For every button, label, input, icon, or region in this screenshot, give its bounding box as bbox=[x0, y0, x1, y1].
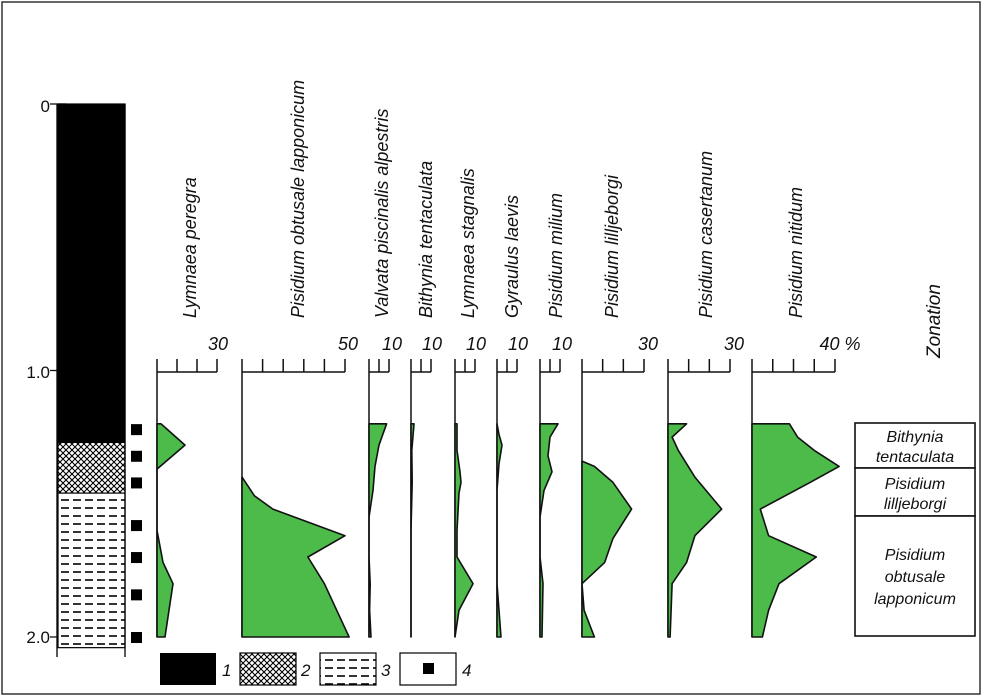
legend-label-4: 4 bbox=[462, 661, 471, 680]
taxon-name-0: Lymnaea peregra bbox=[180, 177, 200, 318]
panel-8 bbox=[667, 359, 731, 638]
zone-box-1 bbox=[854, 467, 976, 517]
taxon-names: Lymnaea peregra Pisidium obtusale lappon… bbox=[180, 80, 945, 359]
zone-2-line-0: Pisidium bbox=[885, 547, 945, 564]
zone-1-line-0: Pisidium bbox=[885, 476, 945, 493]
zone-0-line-0: Bithynia bbox=[887, 429, 944, 446]
depth-tick-labels: 0 1.0 2.0 bbox=[26, 97, 50, 647]
legend-label-1: 1 bbox=[222, 661, 231, 680]
sample-marker bbox=[131, 424, 142, 436]
taxon-name-4: Lymnaea stagnalis bbox=[458, 168, 478, 318]
sample-markers bbox=[131, 424, 142, 643]
taxon-area bbox=[241, 476, 350, 638]
panel-9 bbox=[751, 359, 840, 638]
taxon-panels bbox=[156, 359, 840, 638]
taxon-name-8: Pisidium casertanum bbox=[696, 151, 716, 318]
zonation: Bithynia tentaculata Pisidium lilljeborg… bbox=[854, 422, 976, 637]
max-label-3: 10 bbox=[422, 334, 442, 354]
panel-5 bbox=[496, 359, 518, 638]
lithology-unit-3 bbox=[57, 492, 126, 649]
zone-2-line-2: lapponicum bbox=[874, 591, 956, 608]
max-label-6: 10 bbox=[552, 334, 572, 354]
taxon-area bbox=[581, 460, 633, 638]
legend-swatch-1 bbox=[160, 653, 216, 685]
legend-label-3: 3 bbox=[381, 661, 391, 680]
max-label-0: 30 bbox=[208, 334, 228, 354]
max-label-4: 10 bbox=[466, 334, 486, 354]
max-label-9: 40 % bbox=[819, 334, 860, 354]
panel-1 bbox=[241, 359, 350, 638]
panel-6 bbox=[539, 359, 561, 638]
panel-3 bbox=[410, 359, 432, 638]
taxon-name-1: Pisidium obtusale lapponicum bbox=[288, 80, 308, 318]
legend: 1 2 3 4 bbox=[160, 652, 471, 686]
taxon-name-7: Pisidium lilljeborgi bbox=[602, 174, 622, 318]
taxon-area bbox=[539, 422, 559, 638]
zonation-title: Zonation bbox=[924, 284, 945, 359]
sample-marker bbox=[131, 589, 142, 601]
lithology-unit-1 bbox=[57, 103, 126, 444]
taxon-area bbox=[156, 422, 186, 638]
sample-marker bbox=[131, 450, 142, 462]
sample-marker bbox=[131, 477, 142, 489]
taxon-name-3: Bithynia tentaculata bbox=[416, 161, 436, 318]
panel-0 bbox=[156, 359, 218, 638]
max-label-8: 30 bbox=[724, 334, 744, 354]
legend-sample-square bbox=[423, 663, 434, 674]
zone-2-line-1: obtusale bbox=[885, 569, 946, 586]
taxon-area bbox=[496, 422, 503, 638]
axis-max-labels: 30 50 10 10 10 10 10 30 30 40 % bbox=[208, 334, 861, 354]
panel-4 bbox=[454, 359, 476, 638]
zone-1-line-1: lilljeborgi bbox=[884, 496, 947, 513]
sample-marker bbox=[131, 552, 142, 564]
taxon-name-6: Pisidium milium bbox=[546, 193, 566, 318]
max-label-1: 50 bbox=[338, 334, 358, 354]
taxon-area bbox=[751, 422, 840, 638]
legend-swatch-3 bbox=[319, 652, 377, 686]
max-label-5: 10 bbox=[508, 334, 528, 354]
max-label-2: 10 bbox=[382, 334, 402, 354]
zone-box-2 bbox=[854, 515, 976, 637]
taxon-name-2: Valvata piscinalis alpestris bbox=[372, 109, 392, 318]
sample-marker bbox=[131, 520, 142, 532]
taxon-area bbox=[368, 422, 388, 638]
taxon-name-9: Pisidium nitidum bbox=[786, 187, 806, 318]
depth-tick-label-1: 1.0 bbox=[26, 363, 50, 382]
taxon-area bbox=[410, 422, 415, 638]
lithology-unit-2 bbox=[57, 441, 126, 494]
taxon-area bbox=[667, 422, 723, 638]
panel-2 bbox=[368, 359, 390, 638]
taxon-name-5: Gyraulus laevis bbox=[502, 195, 522, 318]
taxon-area bbox=[454, 422, 474, 638]
depth-tick-label-2: 2.0 bbox=[26, 628, 50, 647]
legend-swatch-2 bbox=[239, 652, 297, 686]
depth-tick-label-0: 0 bbox=[41, 97, 50, 116]
legend-label-2: 2 bbox=[300, 661, 311, 680]
lithology-column bbox=[57, 103, 126, 657]
sample-marker bbox=[131, 632, 142, 643]
panel-7 bbox=[581, 359, 645, 638]
max-label-7: 30 bbox=[638, 334, 658, 354]
zone-0-line-1: tentaculata bbox=[876, 449, 954, 466]
